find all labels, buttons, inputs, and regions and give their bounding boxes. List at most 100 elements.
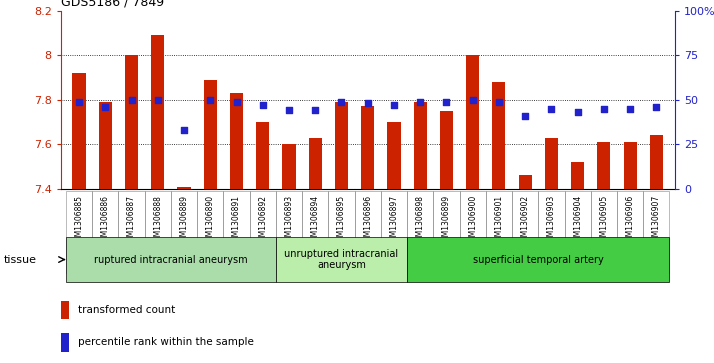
Point bbox=[178, 127, 190, 133]
Bar bbox=[230, 93, 243, 189]
Bar bbox=[407, 191, 433, 274]
Bar bbox=[276, 237, 407, 282]
Point bbox=[204, 97, 216, 103]
Point bbox=[231, 99, 242, 105]
Bar bbox=[61, 333, 69, 351]
Bar bbox=[66, 191, 92, 274]
Text: tissue: tissue bbox=[4, 254, 36, 265]
Text: GSM1306887: GSM1306887 bbox=[127, 195, 136, 246]
Point bbox=[493, 99, 505, 105]
Point bbox=[625, 106, 636, 112]
Point bbox=[257, 102, 268, 108]
Bar bbox=[250, 191, 276, 274]
Bar bbox=[486, 191, 512, 274]
Point bbox=[467, 97, 478, 103]
Point bbox=[283, 107, 295, 113]
Text: GSM1306891: GSM1306891 bbox=[232, 195, 241, 246]
Bar bbox=[283, 144, 296, 189]
Bar bbox=[571, 162, 584, 189]
Text: GSM1306898: GSM1306898 bbox=[416, 195, 425, 246]
Bar bbox=[440, 111, 453, 189]
Point bbox=[545, 106, 557, 112]
Bar bbox=[623, 142, 637, 189]
Text: GSM1306896: GSM1306896 bbox=[363, 195, 372, 246]
Bar bbox=[308, 138, 322, 189]
Bar bbox=[145, 191, 171, 274]
Bar bbox=[151, 35, 164, 189]
Bar bbox=[256, 122, 269, 189]
Bar bbox=[413, 102, 427, 189]
Text: GSM1306907: GSM1306907 bbox=[652, 195, 661, 246]
Bar bbox=[335, 102, 348, 189]
Text: GSM1306904: GSM1306904 bbox=[573, 195, 582, 246]
Text: GSM1306889: GSM1306889 bbox=[179, 195, 188, 246]
Text: GSM1306905: GSM1306905 bbox=[599, 195, 608, 246]
Bar bbox=[276, 191, 302, 274]
Point bbox=[309, 107, 321, 113]
Bar bbox=[590, 191, 617, 274]
Bar bbox=[433, 191, 460, 274]
Text: GSM1306906: GSM1306906 bbox=[625, 195, 635, 246]
Bar bbox=[171, 191, 197, 274]
Bar bbox=[361, 106, 374, 189]
Bar bbox=[466, 56, 479, 189]
Bar bbox=[73, 73, 86, 189]
Bar bbox=[92, 191, 119, 274]
Text: GSM1306890: GSM1306890 bbox=[206, 195, 215, 246]
Point bbox=[441, 99, 452, 105]
Text: GSM1306897: GSM1306897 bbox=[389, 195, 398, 246]
Bar bbox=[66, 237, 276, 282]
Text: GSM1306895: GSM1306895 bbox=[337, 195, 346, 246]
Text: GSM1306900: GSM1306900 bbox=[468, 195, 477, 246]
Bar bbox=[197, 191, 223, 274]
Point bbox=[650, 104, 662, 110]
Bar bbox=[407, 237, 670, 282]
Point bbox=[572, 109, 583, 115]
Bar bbox=[565, 191, 590, 274]
Bar bbox=[545, 138, 558, 189]
Text: GSM1306892: GSM1306892 bbox=[258, 195, 267, 246]
Text: GSM1306894: GSM1306894 bbox=[311, 195, 320, 246]
Text: GSM1306903: GSM1306903 bbox=[547, 195, 556, 246]
Text: GDS5186 / 7849: GDS5186 / 7849 bbox=[61, 0, 164, 8]
Text: ruptured intracranial aneurysm: ruptured intracranial aneurysm bbox=[94, 254, 248, 265]
Point bbox=[152, 97, 164, 103]
Bar bbox=[223, 191, 250, 274]
Bar bbox=[512, 191, 538, 274]
Point bbox=[415, 99, 426, 105]
Bar bbox=[598, 142, 610, 189]
Text: percentile rank within the sample: percentile rank within the sample bbox=[78, 337, 253, 347]
Bar bbox=[119, 191, 145, 274]
Bar bbox=[650, 135, 663, 189]
Bar bbox=[460, 191, 486, 274]
Text: GSM1306901: GSM1306901 bbox=[494, 195, 503, 246]
Text: GSM1306885: GSM1306885 bbox=[74, 195, 84, 246]
Point bbox=[388, 102, 400, 108]
Point bbox=[74, 99, 85, 105]
Bar bbox=[538, 191, 565, 274]
Point bbox=[126, 97, 137, 103]
Text: GSM1306886: GSM1306886 bbox=[101, 195, 110, 246]
Point bbox=[362, 101, 373, 106]
Text: GSM1306893: GSM1306893 bbox=[284, 195, 293, 246]
Bar bbox=[125, 56, 138, 189]
Text: unruptured intracranial
aneurysm: unruptured intracranial aneurysm bbox=[284, 249, 398, 270]
Bar bbox=[61, 301, 69, 319]
Bar bbox=[493, 82, 506, 189]
Bar bbox=[617, 191, 643, 274]
Text: GSM1306888: GSM1306888 bbox=[154, 195, 162, 246]
Bar bbox=[302, 191, 328, 274]
Text: superficial temporal artery: superficial temporal artery bbox=[473, 254, 603, 265]
Bar bbox=[518, 175, 532, 189]
Point bbox=[520, 113, 531, 119]
Bar bbox=[328, 191, 355, 274]
Text: GSM1306902: GSM1306902 bbox=[521, 195, 530, 246]
Text: transformed count: transformed count bbox=[78, 305, 175, 315]
Bar bbox=[643, 191, 670, 274]
Bar bbox=[99, 102, 112, 189]
Bar bbox=[388, 122, 401, 189]
Point bbox=[99, 104, 111, 110]
Text: GSM1306899: GSM1306899 bbox=[442, 195, 451, 246]
Point bbox=[336, 99, 347, 105]
Bar bbox=[355, 191, 381, 274]
